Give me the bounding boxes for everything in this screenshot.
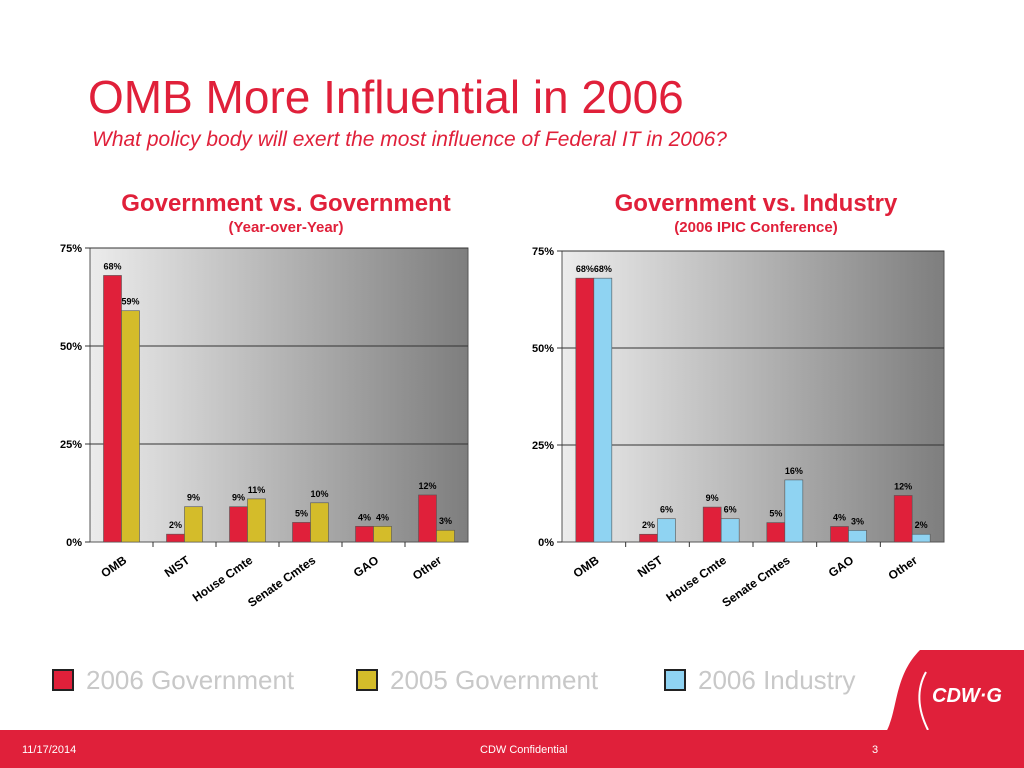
chart-2-y-tick-label: 25% [532,440,554,452]
legend-swatch-2006-government [52,669,74,691]
chart-1-x-tick-label-omb: OMB [98,553,129,581]
footer-page-number: 3 [872,744,879,756]
chart-2-bar-2006-industry-house-cmte [720,518,740,543]
chart-1-bar-2005-government-gao [373,526,392,543]
legend-item-2005-government: 2005 Government [356,660,598,700]
chart-1-bar-2005-government-omb [121,310,140,543]
slide-title: OMB More Influential in 2006 [88,71,684,123]
chart-2-bar-2006-government-omb [575,277,595,543]
chart-2-x-tick-label-house-cmte: House Cmte [664,553,730,605]
chart-2-data-label-2006-industry-house-cmte: 6% [724,505,737,515]
chart-1-y-tick-label: 25% [60,439,82,451]
chart-2-bar-2006-government-gao [830,526,849,543]
chart-2-data-label-2006-industry-gao: 3% [851,516,864,526]
chart-2-bar-2006-industry-senate-cmtes [784,479,804,543]
legend-label-2006-industry: 2006 Industry [698,664,856,695]
chart-1-data-label-2006-government-nist: 2% [169,520,182,530]
chart-2-data-label-2006-industry-other: 2% [915,520,928,530]
chart-1-bar-2006-government-omb [103,275,122,543]
chart-1-y-tick-label: 0% [66,537,82,549]
chart-1-bar-2005-government-house-cmte [247,498,266,543]
chart-2-bar-2006-government-nist [639,533,658,543]
chart-2-data-label-2006-government-omb: 68% [576,264,594,274]
chart-2-y-tick-label: 75% [532,246,554,258]
chart-1-data-label-2005-government-other: 3% [439,516,452,526]
legend-item-2006-industry: 2006 Industry [664,660,856,700]
chart-2-data-label-2006-industry-senate-cmtes: 16% [785,466,803,476]
chart-2-bar-2006-industry-nist [657,518,676,543]
chart-1-data-label-2005-government-gao: 4% [376,512,389,522]
legend-label-2005-government: 2005 Government [390,664,599,695]
chart-1-data-label-2006-government-gao: 4% [358,512,371,522]
chart-2-bar-2006-industry-other [911,533,931,543]
chart-2-x-tick-label-nist: NIST [635,553,666,581]
chart-2-x-tick-label-omb: OMB [571,553,602,581]
chart-1-plot-area [89,247,469,543]
chart-2-bar-2006-industry-gao [848,530,867,543]
chart-1-x-tick-label-gao: GAO [351,553,381,580]
chart-2-y-tick-label: 50% [532,343,554,355]
chart-2-data-label-2006-government-nist: 2% [642,520,655,530]
chart-1-data-label-2006-government-other: 12% [418,481,436,491]
chart-1-bar-2006-government-other [418,494,437,543]
chart-2-title: Government vs. Industry [614,190,898,217]
footer-bar [0,730,1024,768]
chart-1-bar-2006-government-senate-cmtes [292,522,311,543]
chart-1-bar-2005-government-other [436,529,455,543]
chart-1-subtitle: (Year-over-Year) [228,219,344,236]
chart-1-data-label-2005-government-senate-cmtes: 10% [310,489,328,499]
chart-1-bar-2005-government-nist [184,506,203,543]
chart-1-x-tick-label-house-cmte: House Cmte [190,553,256,605]
chart-2-x-tick-label-senate-cmtes: Senate Cmtes [720,553,793,610]
chart-1-data-label-2005-government-omb: 59% [121,297,139,307]
legend-item-2006-government: 2006 Government [52,660,294,700]
footer-confidential: CDW Confidential [480,744,568,756]
chart-1-bar-2006-government-gao [355,526,374,543]
chart-1-x-tick-label-senate-cmtes: Senate Cmtes [245,553,318,610]
chart-1-data-label-2006-government-omb: 68% [103,261,121,271]
cdwg-logo-text: CDW·G [932,685,1002,707]
chart-1-title: Government vs. Government [121,190,451,217]
slide-subtitle: What policy body will exert the most inf… [92,128,727,151]
chart-2-data-label-2006-industry-omb: 68% [594,264,612,274]
chart-1-data-label-2005-government-nist: 9% [187,493,200,503]
chart-2-data-label-2006-government-senate-cmtes: 5% [769,509,782,519]
chart-2-bar-2006-government-other [893,495,913,543]
chart-1-bar-2005-government-senate-cmtes [310,502,329,543]
chart-2-data-label-2006-government-other: 12% [894,481,912,491]
chart-1-y-tick-label: 75% [60,243,82,255]
chart-2-subtitle: (2006 IPIC Conference) [674,219,838,236]
chart-2-bar-2006-government-house-cmte [702,506,722,543]
chart-2-data-label-2006-government-gao: 4% [833,512,846,522]
chart-1-data-label-2006-government-house-cmte: 9% [232,493,245,503]
chart-1-bar-2006-government-house-cmte [229,506,248,543]
legend-swatch-2006-industry [664,669,686,691]
chart-2-bar-2006-industry-omb [593,277,613,543]
chart-2-data-label-2006-industry-nist: 6% [660,505,673,515]
footer-date: 11/17/2014 [22,744,77,756]
chart-1-data-label-2005-government-house-cmte: 11% [248,485,266,495]
legend-swatch-2005-government [356,669,378,691]
chart-2-x-tick-label-gao: GAO [826,553,856,580]
chart-1-data-label-2006-government-senate-cmtes: 5% [295,508,308,518]
cdwg-logo: CDW·G [880,650,1024,740]
chart-2-plot-area [561,250,945,543]
chart-1-bar-2006-government-nist [166,533,185,543]
chart-2-y-tick-label: 0% [538,537,554,549]
legend-label-2006-government: 2006 Government [86,664,295,695]
chart-1-y-tick-label: 50% [60,341,82,353]
chart-2-data-label-2006-government-house-cmte: 9% [706,493,719,503]
chart-2-bar-2006-government-senate-cmtes [766,522,786,543]
chart-1-x-tick-label-other: Other [410,553,445,583]
chart-2-x-tick-label-other: Other [886,553,921,583]
chart-1-x-tick-label-nist: NIST [162,553,193,581]
